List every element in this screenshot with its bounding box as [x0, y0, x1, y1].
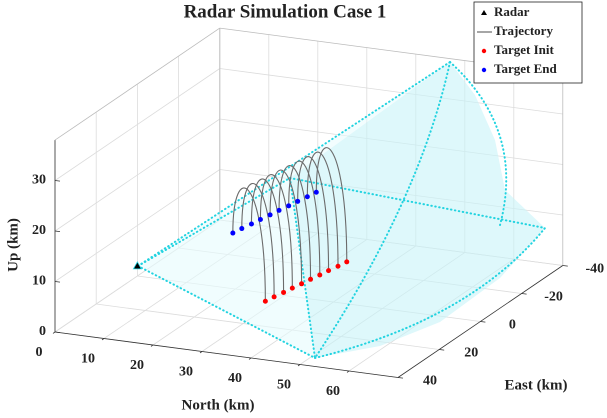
target-init	[335, 263, 341, 269]
trajectory	[315, 147, 348, 262]
trajectory	[232, 187, 266, 302]
tick-mark	[297, 364, 301, 367]
target-end	[267, 212, 273, 218]
x-tick-label: 30	[179, 365, 193, 380]
legend: Radar Trajectory Target Init Target End	[473, 1, 583, 84]
tick-mark	[54, 180, 61, 182]
trajectory	[278, 165, 312, 280]
target-init	[317, 272, 323, 278]
target-end	[286, 203, 292, 209]
target-end	[230, 230, 236, 236]
target-end	[239, 226, 245, 232]
legend-label: Radar	[494, 4, 530, 19]
tick-mark	[54, 331, 61, 333]
y-tick-label: 40	[423, 374, 437, 389]
x-tick-label: 10	[81, 352, 95, 367]
trajectory	[288, 160, 321, 276]
target-init	[326, 268, 332, 274]
z-tick-label: 20	[32, 223, 46, 238]
x-tick-label: 50	[277, 378, 291, 393]
target-init	[289, 285, 295, 291]
target-end	[248, 221, 254, 227]
legend-marker	[481, 48, 487, 54]
trajectory	[269, 169, 303, 284]
tick-mark	[52, 331, 56, 334]
box-edge	[54, 27, 221, 141]
z-tick-label: 30	[32, 173, 46, 188]
trajectory	[297, 156, 330, 271]
legend-marker	[481, 10, 487, 15]
coverage-edge	[449, 61, 508, 226]
target-init	[344, 259, 350, 265]
legend-label: Target Init	[494, 42, 554, 57]
grid-line	[219, 68, 563, 115]
tick-mark	[439, 349, 445, 351]
trajectory	[250, 178, 285, 293]
coverage-face	[138, 178, 315, 358]
labels: 0 10 20 30 40 50 60 -40 -20 0 20 40 0 10 20 30	[32, 173, 604, 400]
grid-line	[54, 118, 221, 232]
tick-mark	[248, 357, 252, 360]
target-end	[257, 216, 263, 222]
z-tick-label: 0	[39, 324, 46, 339]
target-end	[276, 207, 282, 213]
target-end	[295, 198, 301, 204]
legend-marker	[481, 67, 487, 73]
target-init	[299, 281, 305, 287]
tick-mark	[480, 321, 486, 323]
tick-mark	[54, 281, 61, 283]
x-tick-label: 20	[130, 358, 144, 373]
tick-mark	[521, 293, 527, 295]
target-init	[262, 298, 268, 304]
coverage-edge	[137, 265, 316, 359]
axis-line	[54, 331, 399, 378]
z-tick-label: 10	[32, 274, 46, 289]
coverage-volume	[137, 61, 546, 359]
x-tick-label: 40	[228, 371, 242, 386]
x-tick-label: 0	[36, 345, 43, 360]
legend-label: Trajectory	[494, 23, 553, 38]
tick-mark	[150, 344, 154, 347]
grid-line	[54, 169, 221, 282]
x-axis-title: North (km)	[182, 397, 255, 413]
x-tick-label: 60	[326, 384, 340, 399]
y-tick-label: 0	[509, 318, 516, 333]
legend-label: Target End	[494, 61, 557, 76]
target-init	[281, 289, 287, 295]
chart-title: Radar Simulation Case 1	[184, 1, 387, 22]
tick-mark	[397, 377, 404, 379]
trajectory	[306, 151, 339, 267]
target-end	[313, 189, 319, 195]
legend-box	[473, 1, 583, 84]
target-end	[304, 194, 310, 200]
coverage-edge	[137, 177, 291, 267]
z-axis-title: Up (km)	[5, 218, 21, 272]
tick-mark	[562, 265, 568, 267]
tick-mark	[346, 370, 350, 373]
radar-marker	[132, 261, 143, 270]
y-tick-label: -40	[585, 262, 604, 277]
coverage-edge	[289, 177, 316, 359]
trajectory	[259, 174, 293, 289]
y-axis-title: East (km)	[505, 377, 568, 393]
data-marks	[132, 147, 350, 304]
target-init	[271, 294, 277, 300]
tick-mark	[199, 351, 203, 354]
tick-mark	[101, 338, 105, 341]
tick-mark	[54, 230, 61, 232]
target-init	[308, 276, 314, 282]
y-tick-label: 20	[464, 346, 478, 361]
coverage-face	[290, 62, 545, 358]
trajectory	[241, 183, 275, 297]
coverage-edge	[314, 227, 546, 359]
coverage-edge	[314, 61, 451, 359]
y-tick-label: -20	[544, 290, 563, 305]
grid-line	[54, 68, 221, 181]
